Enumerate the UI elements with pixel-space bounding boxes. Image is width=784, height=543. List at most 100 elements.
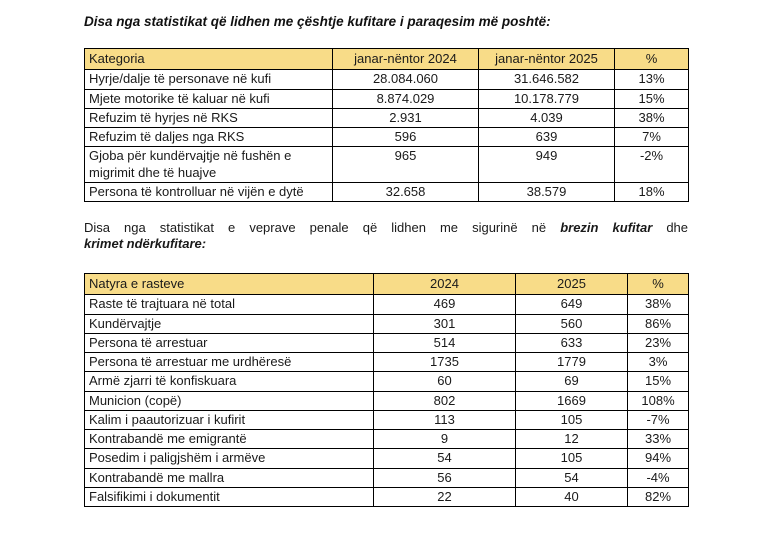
row-value: 802 [373,390,516,411]
table-row: Falsifikimi i dokumentit 22 40 82% [84,486,689,508]
table-row: Gjoba për kundërvajtje në fushën e migri… [84,146,689,183]
table-row: Persona të arrestuar me urdhëresë 1735 177… [84,351,689,373]
row-value: 514 [373,332,516,354]
table-header-row: Kategoria janar-nëntor 2024 janar-nëntor… [84,47,689,71]
row-label: Raste të trajtuara në total [84,294,374,315]
row-value: 54 [373,448,516,469]
table-row: Refuzim të daljes nga RKS 596 639 7% [84,126,689,148]
table-row: Municion (copë) 802 1669 108% [84,390,689,411]
row-label: Kontrabandë me mallra [84,467,374,488]
intro-text-end: dhe [652,220,689,235]
column-header-category: Kategoria [84,47,333,71]
column-header-2025: janar-nëntor 2025 [478,47,615,71]
row-value: 9 [373,428,516,450]
table-row: Kontrabandë me emigrantë 9 12 33% [84,428,689,450]
row-value: 38.579 [478,181,615,203]
row-label: Municion (copë) [84,390,374,411]
row-value: 82% [627,486,689,508]
row-value: 633 [515,332,628,354]
document-content: Disa nga statistikat që lidhen me çështj… [84,14,689,508]
row-value: 649 [515,294,628,315]
table-row: Persona të kontrolluar në vijën e dytë 32… [84,181,689,203]
intro-text-start: Disa nga statistikat e veprave penale që… [84,220,561,235]
column-header-2025: 2025 [515,272,628,296]
row-value: 108% [627,390,689,411]
row-value: 31.646.582 [478,69,615,90]
page-title: Disa nga statistikat që lidhen me çështj… [84,14,551,29]
row-value: 32.658 [332,181,479,203]
row-value: 965 [332,146,479,183]
row-value: -2% [614,146,689,183]
row-value: 38% [627,294,689,315]
row-value: 56 [373,467,516,488]
row-label: Mjete motorike të kaluar në kufi [84,88,333,109]
row-value: 8.874.029 [332,88,479,109]
row-label: Kundërvajtje [84,313,374,334]
second-intro-paragraph: Disa nga statistikat e veprave penale që… [84,220,688,251]
row-label: Falsifikimi i dokumentit [84,486,374,508]
row-value: 301 [373,313,516,334]
table-row: Kontrabandë me mallra 56 54 -4% [84,467,689,488]
row-value: 38% [614,107,689,129]
criminal-offenses-table: Natyra e rasteve 2024 2025 % Raste të tr… [84,272,689,508]
table-header-row: Natyra e rasteve 2024 2025 % [84,272,689,296]
table-row: Mjete motorike të kaluar në kufi 8.874.02… [84,88,689,109]
row-value: 596 [332,126,479,148]
row-value: 15% [614,88,689,109]
row-value: 1735 [373,351,516,373]
column-header-percent: % [627,272,689,296]
row-value: 18% [614,181,689,203]
column-header-percent: % [614,47,689,71]
border-statistics-table: Kategoria janar-nëntor 2024 janar-nëntor… [84,47,689,203]
row-label: Persona të arrestuar me urdhëresë [84,351,374,373]
row-value: 113 [373,409,516,431]
row-value: 86% [627,313,689,334]
row-value: 105 [515,409,628,431]
row-value: 54 [515,467,628,488]
row-value: 1669 [515,390,628,411]
row-value: 22 [373,486,516,508]
row-label: Refuzim të daljes nga RKS [84,126,333,148]
row-value: 10.178.779 [478,88,615,109]
row-value: 13% [614,69,689,90]
row-value: 3% [627,351,689,373]
row-value: 12 [515,428,628,450]
row-value: -7% [627,409,689,431]
table-row: Kundërvajtje 301 560 86% [84,313,689,334]
row-value: 60 [373,371,516,392]
row-label: Gjoba për kundërvajtje në fushën e migri… [84,146,333,183]
column-header-case-nature: Natyra e rasteve [84,272,374,296]
row-value: 1779 [515,351,628,373]
table-row: Armë zjarri të konfiskuara 60 69 15% [84,371,689,392]
column-header-2024: 2024 [373,272,516,296]
row-value: 15% [627,371,689,392]
intro-bold-phrase-2: krimet ndërkufitare: [84,235,207,251]
row-label: Armë zjarri të konfiskuara [84,371,374,392]
row-label: Persona të arrestuar [84,332,374,354]
row-value: 33% [627,428,689,450]
table-row: Refuzim të hyrjes në RKS 2.931 4.039 38% [84,107,689,129]
row-label: Refuzim të hyrjes në RKS [84,107,333,129]
intro-line-1: Disa nga statistikat e veprave penale që… [84,220,688,236]
column-header-2024: janar-nëntor 2024 [332,47,479,71]
row-value: 949 [478,146,615,183]
table-row: Hyrje/dalje të personave në kufi 28.084.0… [84,69,689,90]
row-label: Kalim i paautorizuar i kufirit [84,409,374,431]
intro-line-2: krimet ndërkufitare: [84,236,688,252]
row-value: 7% [614,126,689,148]
row-label: Hyrje/dalje të personave në kufi [84,69,333,90]
row-value: 23% [627,332,689,354]
row-label: Kontrabandë me emigrantë [84,428,374,450]
table-row: Persona të arrestuar 514 633 23% [84,332,689,354]
table-row: Raste të trajtuara në total 469 649 38% [84,294,689,315]
row-value: 4.039 [478,107,615,129]
row-value: 40 [515,486,628,508]
row-value: 560 [515,313,628,334]
row-value: 28.084.060 [332,69,479,90]
row-value: 94% [627,448,689,469]
row-label: Posedim i paligjshëm i armëve [84,448,374,469]
intro-bold-phrase-1: brezin kufitar [560,220,653,235]
table-row: Posedim i paligjshëm i armëve 54 105 94% [84,448,689,469]
row-value: 469 [373,294,516,315]
